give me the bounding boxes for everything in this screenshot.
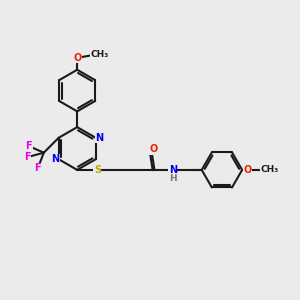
Text: CH₃: CH₃ [260,165,278,174]
Text: N: N [51,154,59,164]
Text: N: N [169,165,177,175]
Text: N: N [95,133,103,143]
Text: CH₃: CH₃ [90,50,109,59]
Text: O: O [73,53,81,63]
Text: F: F [24,152,31,162]
Text: F: F [34,163,41,173]
Text: S: S [94,165,101,175]
Text: O: O [149,144,158,154]
Text: F: F [26,141,32,151]
Text: H: H [169,174,177,183]
Text: O: O [243,165,252,175]
